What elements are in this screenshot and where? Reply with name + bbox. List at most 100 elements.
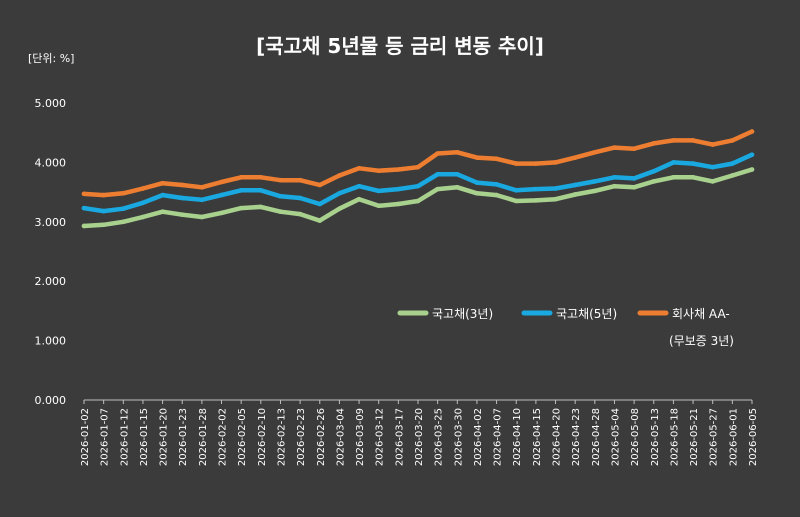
data-point (317, 218, 323, 223)
data-point (101, 208, 106, 214)
y-tick-label: 1.000 (35, 335, 67, 348)
unit-label: [단위: %] (28, 52, 75, 65)
data-point (494, 192, 499, 198)
data-point (81, 205, 87, 211)
data-point (356, 196, 362, 202)
x-tick-label: 2026-01-12 (119, 408, 130, 466)
data-point (219, 179, 224, 185)
data-point (396, 167, 401, 172)
data-point (435, 186, 440, 192)
data-point (101, 192, 106, 198)
data-point (376, 188, 382, 194)
data-point (337, 206, 342, 212)
data-point (160, 209, 165, 215)
data-point (356, 183, 362, 189)
data-point (140, 214, 146, 220)
data-point (278, 177, 283, 183)
data-point (415, 183, 421, 189)
x-tick-label: 2026-03-04 (335, 408, 346, 466)
data-point (120, 190, 126, 196)
data-point (278, 209, 283, 215)
data-point (572, 192, 578, 197)
data-point (238, 205, 244, 211)
chart-title: [국고채 5년물 등 금리 변동 추이] (256, 34, 544, 58)
data-point (690, 161, 696, 166)
data-point (297, 195, 303, 201)
data-point (690, 138, 696, 143)
data-point (199, 185, 205, 190)
data-point (513, 188, 519, 193)
data-point (533, 186, 539, 192)
y-tick-label: 3.000 (35, 216, 67, 229)
data-point (337, 173, 342, 178)
data-point (415, 198, 421, 204)
y-tick-label: 5.000 (35, 97, 67, 110)
data-point (651, 169, 657, 174)
data-point (553, 196, 558, 202)
data-point (553, 186, 558, 191)
x-tick-label: 2026-05-21 (689, 408, 700, 466)
data-point (120, 206, 126, 212)
data-point (140, 200, 146, 206)
data-point (317, 201, 323, 207)
data-point (258, 188, 264, 193)
series-2 (81, 152, 755, 214)
y-tick-label: 4.000 (35, 156, 67, 169)
data-point (396, 201, 401, 207)
data-point (219, 210, 224, 216)
x-tick-label: 2026-01-23 (178, 408, 189, 466)
legend-label: 회사채 AA- (672, 307, 730, 321)
data-point (513, 198, 519, 204)
data-point (612, 145, 617, 150)
data-point (671, 160, 676, 165)
x-tick-label: 2026-02-13 (276, 408, 287, 466)
data-point (415, 164, 421, 170)
x-tick-label: 2026-02-26 (316, 408, 327, 466)
data-point (553, 160, 558, 165)
x-tick-label: 2026-05-08 (630, 408, 641, 466)
data-point (160, 192, 165, 198)
data-point (297, 177, 303, 183)
data-point (572, 155, 578, 160)
series-3 (81, 129, 755, 198)
data-point (592, 150, 598, 155)
x-tick-label: 2026-04-07 (493, 408, 504, 466)
data-point (690, 174, 696, 180)
legend-label: 국고채(3년) (432, 307, 493, 321)
x-tick-label: 2026-06-01 (728, 408, 739, 466)
axis-layer: 0.000 1.000 2.000 3.000 4.000 5.000 2026-01-02… (35, 97, 760, 466)
x-tick-label: 2026-03-30 (453, 408, 464, 466)
data-point (730, 173, 735, 178)
data-point (533, 161, 539, 166)
data-point (258, 204, 264, 210)
data-point (631, 146, 637, 152)
data-point (376, 168, 382, 174)
x-tick-label: 2026-03-12 (375, 408, 386, 466)
x-tick-label: 2026-03-09 (355, 408, 366, 466)
x-tick-label: 2026-05-27 (709, 408, 720, 466)
data-point (258, 174, 264, 180)
legend: 국고채(3년) 국고채(5년) 회사채 AA- (무보증 3년) (397, 307, 734, 348)
x-tick-label: 2026-05-18 (669, 408, 680, 466)
data-point (474, 190, 480, 196)
data-point (179, 212, 185, 217)
data-point (199, 214, 205, 220)
x-tick-label: 2026-02-02 (218, 408, 229, 466)
data-point (533, 198, 539, 203)
data-point (238, 174, 244, 180)
data-point (494, 182, 499, 187)
data-point (592, 188, 598, 194)
data-point (179, 182, 185, 188)
legend-item: 국고채(5년) (521, 307, 617, 321)
x-tick-label: 2026-02-05 (237, 408, 248, 466)
data-point (238, 188, 244, 193)
data-point (454, 185, 460, 190)
data-point (435, 171, 440, 177)
x-tick-label: 2026-01-20 (159, 408, 170, 466)
data-point (120, 219, 126, 225)
data-point (81, 191, 87, 197)
data-point (749, 129, 755, 134)
series-layer (81, 129, 755, 229)
data-point (219, 192, 224, 198)
data-point (474, 155, 480, 160)
